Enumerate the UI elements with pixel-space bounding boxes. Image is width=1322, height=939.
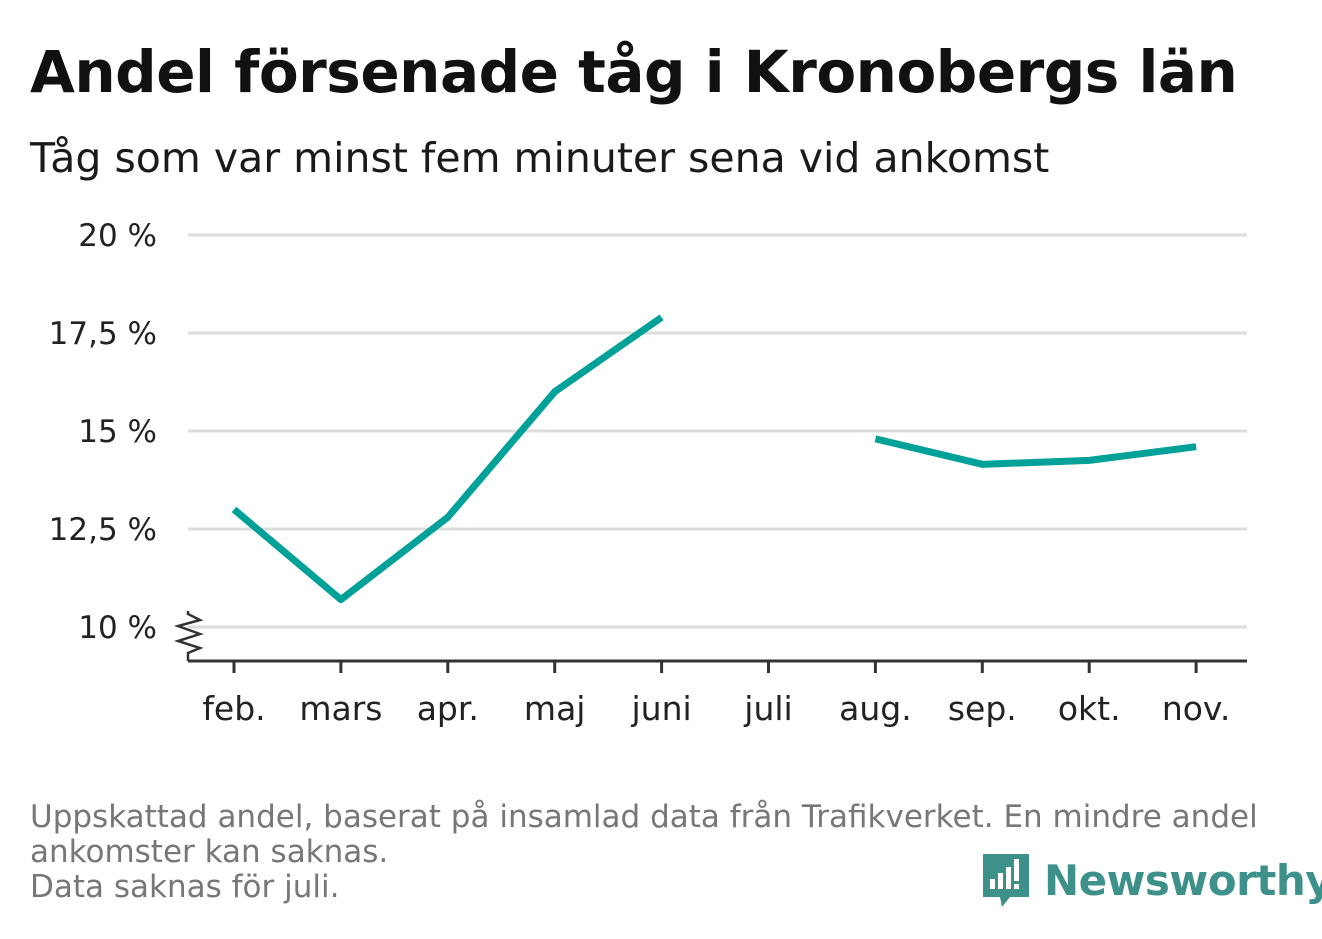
x-axis bbox=[173, 611, 1247, 663]
series-line bbox=[231, 314, 664, 604]
y-tick-label: 15 % bbox=[78, 414, 157, 450]
brand-logo: Newsworthy bbox=[980, 850, 1322, 910]
series-line bbox=[874, 435, 1197, 468]
x-tick-label: nov. bbox=[1162, 689, 1231, 728]
x-tick-label: juni bbox=[631, 689, 692, 728]
y-tick-label: 17,5 % bbox=[49, 316, 157, 352]
axis-break-mark bbox=[173, 611, 204, 661]
x-tick-label: feb. bbox=[202, 689, 265, 728]
x-tick-label: mars bbox=[299, 689, 382, 728]
y-tick-label: 12,5 % bbox=[49, 512, 157, 548]
y-tick-label: 10 % bbox=[78, 610, 157, 646]
x-tick-label: sep. bbox=[948, 689, 1017, 728]
x-tick-label: apr. bbox=[417, 689, 479, 728]
y-tick-label: 20 % bbox=[78, 218, 157, 254]
gridlines bbox=[188, 233, 1247, 629]
chart-subtitle: Tåg som var minst fem minuter sena vid a… bbox=[30, 134, 1050, 182]
brand-name: Newsworthy bbox=[1044, 855, 1322, 905]
x-tick-label: aug. bbox=[839, 689, 912, 728]
x-tick-label: maj bbox=[524, 689, 586, 728]
data-series bbox=[231, 314, 1197, 604]
footnote-line: Uppskattad andel, baserat på insamlad da… bbox=[30, 799, 1258, 835]
newsworthy-logo-icon bbox=[983, 854, 1029, 907]
chart-title: Andel försenade tåg i Kronobergs län bbox=[30, 38, 1238, 106]
line-chart: 10 % 12,5 % 15 % 17,5 % 20 % feb. mars apr. maj… bbox=[49, 218, 1247, 728]
footnote-line: ankomster kan saknas. bbox=[30, 834, 389, 870]
footnote: Uppskattad andel, baserat på insamlad da… bbox=[30, 800, 1290, 905]
footnote-line: Data saknas för juli. bbox=[30, 869, 340, 905]
y-axis-ticks: 10 % 12,5 % 15 % 17,5 % 20 % bbox=[49, 218, 157, 646]
x-tick-label: okt. bbox=[1058, 689, 1121, 728]
x-axis-ticks: feb. mars apr. maj juni juli aug. sep. okt. nov. bbox=[202, 661, 1230, 728]
x-tick-label: juli bbox=[743, 689, 792, 728]
